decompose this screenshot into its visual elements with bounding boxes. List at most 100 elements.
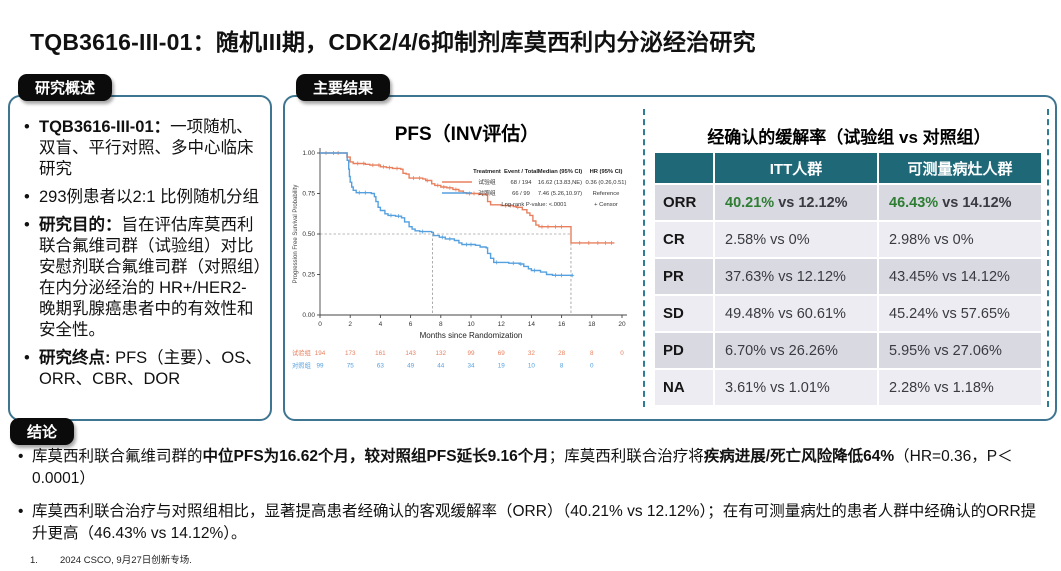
text-segment: 2.98% vs 0% <box>889 231 974 248</box>
svg-text:10: 10 <box>528 363 536 370</box>
table-cell: 40.21% vs 12.12% <box>715 185 877 220</box>
svg-text:Months since Randomization: Months since Randomization <box>420 331 523 340</box>
text-segment: 293例患者以2:1 比例随机分组 <box>39 188 260 206</box>
text-segment: 库莫西利联合治疗与对照组相比，显著提高患者经确认的客观缓解率（ORR）（40.2… <box>32 503 1037 543</box>
text-segment: 46.43% <box>889 194 939 211</box>
text-segment: 3.61% vs 1.01% <box>725 379 830 396</box>
svg-text:34: 34 <box>467 363 475 370</box>
svg-text:Progression Free Survival Prob: Progression Free Survival Probability <box>293 185 299 284</box>
text-segment: 6.70% vs 26.26% <box>725 342 838 359</box>
table-row: ORR 40.21% vs 12.12% 46.43% vs 14.12% <box>655 185 1041 220</box>
svg-text:99: 99 <box>316 363 324 370</box>
kaplan-meier-chart: 1.000.750.500.250.000 2 4 6 8 10 12 14 16 18 20Mon… <box>292 148 627 370</box>
text-segment: TQB3616-III-01： <box>39 118 171 136</box>
table-header-cell <box>655 153 713 183</box>
table-cell: 2.58% vs 0% <box>715 222 877 257</box>
text-segment: （HR=0.36，P＜0.0001） <box>32 448 1013 487</box>
svg-text:132: 132 <box>436 350 447 357</box>
row-label: NA <box>655 370 713 405</box>
svg-text:8: 8 <box>560 363 564 370</box>
text-segment: 研究目的： <box>39 216 122 234</box>
table-cell: 46.43% vs 14.12% <box>879 185 1041 220</box>
conclusion-badge: 结论 <box>10 418 75 445</box>
svg-text:68 / 194: 68 / 194 <box>511 180 533 186</box>
results-panel: PFS（INV评估） 1.00 0.75 0.50 0.25 0.00 0 2 4 6 8 10 12… <box>283 95 1057 421</box>
text-segment: vs 14.12% <box>938 194 1012 211</box>
svg-text:6: 6 <box>409 321 413 328</box>
list-item: TQB3616-III-01：一项随机、双盲、平行对照、多中心临床研究 <box>22 117 262 180</box>
svg-text:194: 194 <box>315 350 326 357</box>
row-label: CR <box>655 222 713 257</box>
svg-text:8: 8 <box>439 321 443 328</box>
text-segment: 2.28% vs 1.18% <box>889 379 994 396</box>
svg-text:0: 0 <box>620 350 624 357</box>
svg-text:Log-rank P-value: <.0001: Log-rank P-value: <.0001 <box>501 202 566 208</box>
svg-text:12: 12 <box>498 321 506 328</box>
svg-text:7.46 (5.26,10.97): 7.46 (5.26,10.97) <box>538 191 582 197</box>
table-header-cell: ITT人群 <box>715 153 877 183</box>
svg-text:对照组: 对照组 <box>292 361 312 370</box>
svg-text:20: 20 <box>618 321 626 328</box>
table-cell: 3.61% vs 1.01% <box>715 370 877 405</box>
svg-text:32: 32 <box>528 350 536 357</box>
panel-divider-dashed <box>643 109 645 407</box>
svg-text:16: 16 <box>558 321 566 328</box>
list-item: 293例患者以2:1 比例随机分组 <box>22 187 262 208</box>
svg-text:0: 0 <box>318 321 322 328</box>
svg-text:1.00: 1.00 <box>302 150 315 157</box>
svg-text:HR (95% CI): HR (95% CI) <box>590 169 623 175</box>
table-row: SD 49.48% vs 60.61% 45.24% vs 57.65% <box>655 296 1041 331</box>
svg-text:143: 143 <box>405 350 416 357</box>
svg-text:49: 49 <box>407 363 415 370</box>
row-label: SD <box>655 296 713 331</box>
response-table-title: 经确认的缓解率（试验组 vs 对照组） <box>707 128 991 147</box>
table-cell: 43.45% vs 14.12% <box>879 259 1041 294</box>
list-item: 库莫西利联合治疗与对照组相比，显著提高患者经确认的客观缓解率（ORR）（40.2… <box>14 501 1050 544</box>
overview-panel: TQB3616-III-01：一项随机、双盲、平行对照、多中心临床研究 293例患… <box>8 95 272 421</box>
text-segment: ；库莫西利联合治疗将 <box>548 448 704 465</box>
svg-text:44: 44 <box>437 363 445 370</box>
svg-text:0.75: 0.75 <box>302 191 315 198</box>
svg-text:试验组: 试验组 <box>478 178 496 186</box>
page-title: TQB3616-III-01：随机III期，CDK2/4/6抑制剂库莫西利内分泌… <box>30 29 756 56</box>
text-segment: 疾病进展/死亡风险降低64% <box>703 448 895 465</box>
text-segment: 中位PFS为16.62个月，较对照组PFS延长9.16个月 <box>202 448 549 465</box>
row-label: PD <box>655 333 713 368</box>
svg-text:试验组: 试验组 <box>292 348 312 357</box>
svg-text:0.00: 0.00 <box>302 312 315 319</box>
text-segment: 2.58% vs 0% <box>725 231 810 248</box>
footnote-text: 2024 CSCO, 9月27日创新专场. <box>59 555 192 566</box>
table-cell: 37.63% vs 12.12% <box>715 259 877 294</box>
svg-text:63: 63 <box>377 363 385 370</box>
response-table-head: ITT人群 可测量病灶人群 <box>655 153 1041 183</box>
results-badge: 主要结果 <box>296 74 391 101</box>
svg-text:16.62 (13.83,NE): 16.62 (13.83,NE) <box>538 180 582 186</box>
list-item: 研究终点: PFS（主要）、OS、ORR、CBR、DOR <box>22 348 262 390</box>
svg-text:161: 161 <box>375 350 386 357</box>
response-rate-table: ITT人群 可测量病灶人群 ORR 40.21% vs 12.12% 46.43% v… <box>653 151 1043 407</box>
text-segment: 研究终点: <box>39 349 111 367</box>
svg-text:8: 8 <box>590 350 594 357</box>
table-cell: 6.70% vs 26.26% <box>715 333 877 368</box>
svg-text:14: 14 <box>528 321 536 328</box>
svg-text:75: 75 <box>347 363 355 370</box>
overview-badge: 研究概述 <box>18 74 113 101</box>
list-item: 研究目的：旨在评估库莫西利联合氟维司群（试验组）对比安慰剂联合氟维司群（对照组）… <box>22 215 262 341</box>
table-cell: 5.95% vs 27.06% <box>879 333 1041 368</box>
svg-text:173: 173 <box>345 350 356 357</box>
text-segment: 37.63% vs 12.12% <box>725 268 846 285</box>
list-item: 库莫西利联合氟维司群的中位PFS为16.62个月，较对照组PFS延长9.16个月… <box>14 446 1050 489</box>
svg-text:Event / Total: Event / Total <box>504 169 538 175</box>
table-row: CR 2.58% vs 0% 2.98% vs 0% <box>655 222 1041 257</box>
response-table-body: ORR 40.21% vs 12.12% 46.43% vs 14.12% CR 2.5… <box>655 185 1041 405</box>
footnote: 1. 2024 CSCO, 9月27日创新专场. <box>30 552 192 566</box>
svg-text:28: 28 <box>558 350 566 357</box>
table-cell: 2.28% vs 1.18% <box>879 370 1041 405</box>
row-label: ORR <box>655 185 713 220</box>
footnote-number: 1. <box>30 555 38 566</box>
svg-text:2: 2 <box>348 321 352 328</box>
svg-text:Median (95% CI): Median (95% CI) <box>538 169 583 175</box>
svg-text:0.36 (0.26,0.51): 0.36 (0.26,0.51) <box>586 180 627 186</box>
svg-text:0.25: 0.25 <box>302 272 315 279</box>
svg-text:66 / 99: 66 / 99 <box>512 191 530 197</box>
